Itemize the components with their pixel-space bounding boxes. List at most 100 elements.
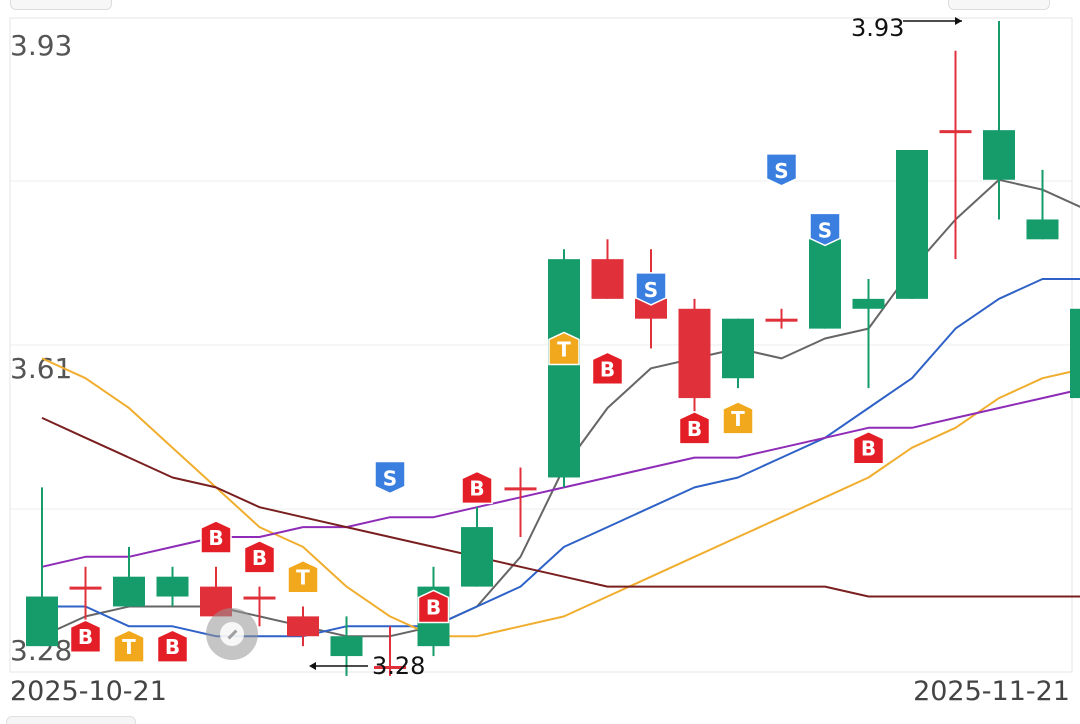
signal-marker-b: B [678, 411, 711, 445]
candle [765, 308, 798, 329]
candle-body [1026, 219, 1059, 240]
candle [69, 566, 102, 627]
candle-body [374, 666, 406, 669]
candle-body [69, 586, 102, 590]
signal-badge [765, 153, 798, 187]
candle-body [765, 318, 798, 322]
signal-badge [461, 470, 493, 505]
candle-body [243, 596, 276, 600]
signal-badge [156, 629, 189, 663]
signal-marker-b: B [852, 430, 885, 465]
ma-line-5 [41, 416, 1080, 598]
max-price-annotation: 3.93 [851, 14, 962, 42]
candle-body [678, 308, 711, 399]
signal-label: S [383, 466, 397, 490]
signal-marker-t: T [548, 331, 580, 366]
signal-label: B [208, 526, 223, 550]
candle [983, 21, 1015, 220]
candle-body [330, 636, 363, 657]
signal-label: T [557, 337, 571, 361]
signal-marker-t: T [113, 629, 145, 663]
candle-body [896, 150, 928, 299]
signal-marker-b: B [591, 351, 624, 386]
candle [113, 546, 145, 607]
candle [896, 150, 928, 299]
signal-label: B [252, 546, 267, 570]
signal-marker-s: S [635, 272, 667, 306]
signal-label: S [774, 159, 788, 183]
candle-body [26, 596, 58, 647]
signal-marker-b: B [461, 470, 493, 505]
signal-marker-b: B [243, 540, 276, 574]
candle-body [852, 298, 885, 309]
signal-marker-b: B [417, 589, 450, 624]
signal-label: T [122, 635, 136, 659]
min-price-annotation: 3.28 [309, 652, 425, 680]
candle-body [809, 239, 841, 329]
candle-body [287, 616, 319, 637]
candle-body [113, 576, 145, 607]
pencil-icon [220, 622, 244, 646]
signal-badge [722, 401, 754, 435]
candle-body [1070, 308, 1080, 399]
signal-badge [591, 351, 624, 386]
signal-marker-s: S [765, 153, 798, 187]
signal-badge [809, 212, 841, 247]
x-end-label: 2025-11-21 [913, 676, 1070, 707]
signal-label: B [469, 476, 484, 500]
signal-marker-t: T [722, 401, 754, 435]
candle-body [939, 130, 972, 134]
candle [374, 626, 406, 676]
signal-label: S [644, 278, 658, 302]
candle [504, 467, 537, 537]
candle [1070, 308, 1080, 399]
signal-badge [69, 619, 102, 653]
candle-body [591, 259, 624, 299]
signal-badge [548, 331, 580, 366]
signal-marker-t: T [287, 559, 319, 594]
signal-badge [417, 589, 450, 624]
candle [1026, 169, 1059, 240]
x-start-label: 2025-10-21 [10, 676, 167, 707]
candle-body [461, 527, 493, 587]
candle [939, 50, 972, 260]
signal-badge [113, 629, 145, 663]
draw-tool-button[interactable] [206, 608, 258, 660]
signal-label: B [426, 595, 441, 619]
signal-label: T [731, 407, 745, 431]
candle [678, 298, 711, 418]
candle [243, 586, 276, 627]
top-tab-right[interactable] [948, 0, 1050, 10]
bottom-tab-1[interactable] [6, 716, 136, 724]
top-tab-left[interactable] [10, 0, 112, 10]
min-price-label: 3.28 [372, 652, 425, 680]
y-tick-top: 3.93 [10, 29, 72, 62]
signal-marker-b: B [156, 629, 189, 663]
signal-badge [635, 272, 667, 306]
candle [722, 318, 754, 389]
signal-label: B [165, 635, 180, 659]
candle [852, 279, 885, 389]
signal-label: B [78, 625, 93, 649]
signal-label: T [296, 566, 310, 590]
candle [156, 566, 189, 607]
candle-body [635, 298, 667, 319]
signal-marker-b: B [200, 520, 232, 554]
signal-marker-b: B [69, 619, 102, 653]
candle-body [156, 576, 189, 597]
signal-badge [243, 540, 276, 574]
signal-badge [678, 411, 711, 445]
candle-body [504, 487, 537, 491]
signal-label: B [861, 437, 876, 461]
signal-marker-s: S [809, 212, 841, 247]
signal-badge [287, 559, 319, 594]
candle-body [983, 130, 1015, 180]
candle [591, 239, 624, 299]
candle [809, 229, 841, 329]
candle-body [548, 259, 580, 478]
candle [26, 487, 58, 647]
candle [461, 507, 493, 587]
signal-badge [200, 520, 232, 554]
signal-label: B [600, 357, 615, 381]
